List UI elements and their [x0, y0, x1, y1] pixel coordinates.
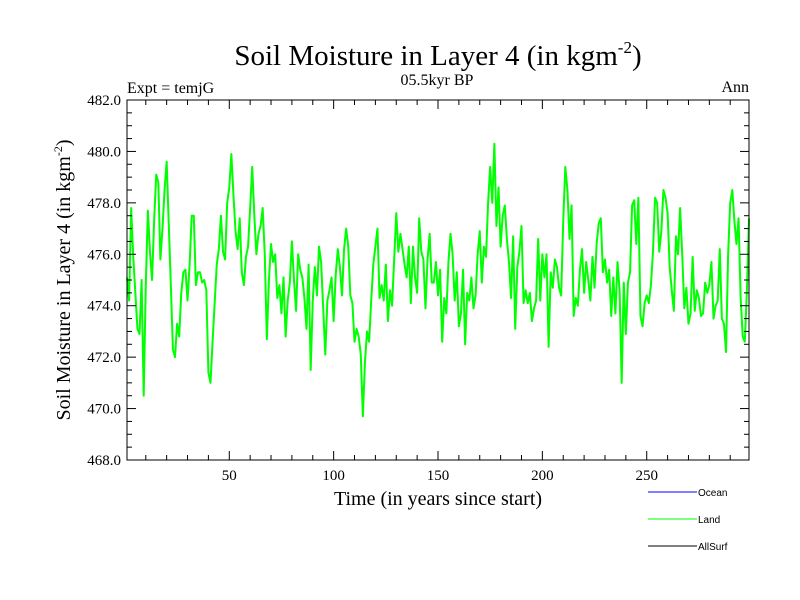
subtitle-left: Expt = temjG [127, 80, 215, 97]
y-tick-label: 470.0 [87, 402, 121, 418]
y-tick-label: 476.0 [87, 247, 121, 263]
y-axis-label: Soil Moisture in Layer 4 (in kgm-2) [51, 139, 75, 420]
subtitle-center: 05.5kyr BP [401, 72, 474, 89]
y-axis-label-sup: -2 [51, 146, 65, 156]
x-tick-label: 250 [635, 468, 658, 484]
y-axis-label-close: ) [53, 139, 75, 146]
y-axis: 468.0 470.0 472.0 474.0 476.0 478.0 480.0 482.0 [87, 93, 749, 469]
y-tick-label: 478.0 [87, 196, 121, 212]
series-line-land [126, 142, 750, 418]
legend: Ocean Land AllSurf [648, 488, 728, 553]
subtitle-right: Ann [721, 79, 749, 96]
x-axis: 50 100 150 200 250 [145, 100, 731, 484]
series-layer [126, 142, 750, 418]
x-axis-label: Time (in years since start) [334, 488, 542, 510]
x-tick-label: 150 [427, 468, 450, 484]
chart-title: Soil Moisture in Layer 4 (in kgm-2) [234, 38, 641, 72]
chart-title-main: Soil Moisture in Layer 4 (in kgm [234, 40, 618, 72]
chart-title-sup: -2 [618, 38, 632, 57]
x-tick-label: 50 [222, 468, 237, 484]
y-tick-label: 480.0 [87, 144, 121, 160]
y-axis-label-main: Soil Moisture in Layer 4 (in kgm [53, 156, 75, 421]
y-tick-label: 482.0 [87, 93, 121, 109]
y-tick-label: 468.0 [87, 453, 121, 469]
x-tick-label: 200 [531, 468, 554, 484]
y-tick-label: 472.0 [87, 350, 121, 366]
legend-label-allsurf: AllSurf [698, 542, 728, 553]
x-tick-label: 100 [322, 468, 345, 484]
legend-label-ocean: Ocean [698, 488, 727, 499]
y-tick-label: 474.0 [87, 299, 121, 315]
legend-label-land: Land [698, 515, 720, 526]
chart-title-close: ) [632, 40, 642, 72]
